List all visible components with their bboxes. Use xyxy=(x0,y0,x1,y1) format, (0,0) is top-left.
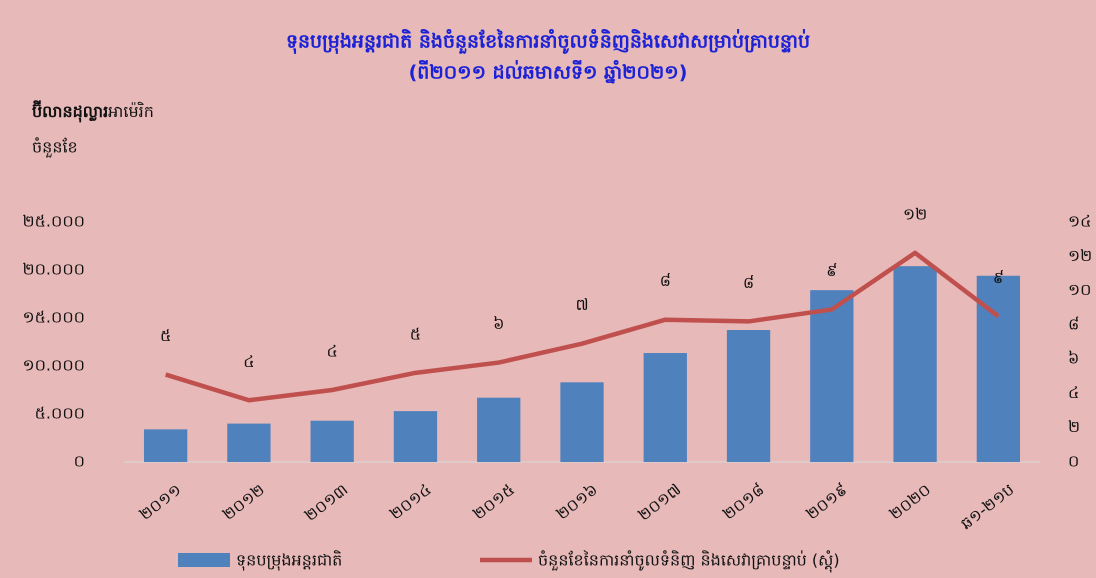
bar xyxy=(477,397,521,462)
line xyxy=(164,250,1000,403)
y-axis-label-bold: ប៊ីលានដុល្លារ xyxy=(32,100,108,123)
bar xyxy=(143,429,188,462)
x-tick-label: ២០១១ xyxy=(136,480,185,524)
data-label: ១២ xyxy=(903,204,927,223)
y2-tick-label: ៦ xyxy=(1068,349,1079,368)
y-tick-label: ២០.០០០ xyxy=(22,260,85,279)
bar xyxy=(310,420,354,462)
legend-label: ទុនបម្រុងអន្តរជាតិ xyxy=(236,550,342,572)
y-tick-label: ០ xyxy=(74,452,85,471)
bar xyxy=(227,423,271,462)
x-tick-label: ២០១៦ xyxy=(553,480,602,524)
bar xyxy=(893,266,937,462)
y2-axis-label: ចំនួនខែ xyxy=(32,137,78,159)
y2-tick-label: ៤ xyxy=(1068,383,1079,402)
y2-tick-label: ៨ xyxy=(1068,314,1079,333)
y-axis-label-unit: អាម៉េរិក xyxy=(108,101,154,121)
legend-label: ចំនួនខែនៃការនាំចូលទំនិញ និងសេវាគ្រាបន្ទា… xyxy=(538,550,840,574)
data-label: ៩ xyxy=(826,261,837,280)
chart-subtitle: (ពី២០១១ ដល់ឆមាសទី១ ឆ្នាំ២០២១) xyxy=(409,60,688,84)
data-label: ៤ xyxy=(243,352,254,371)
data-label: ៩ xyxy=(993,268,1004,287)
data-label: ៨ xyxy=(660,271,671,290)
data-label: ៤ xyxy=(327,342,338,361)
y2-tick-label: ០ xyxy=(1068,452,1079,471)
y2-tick-label: ១៤ xyxy=(1068,212,1091,231)
data-label: ៨ xyxy=(743,273,754,292)
y-axis-label: ប៊ីលានដុល្លារអាម៉េរិក xyxy=(32,100,154,123)
data-label: ៧ xyxy=(575,295,588,314)
bar xyxy=(393,411,438,462)
chart-title: ទុនបម្រុងអន្តរជាតិ និងចំនួនខែនៃការនាំចូល… xyxy=(286,29,810,55)
x-tick-label: ២០១៤ xyxy=(386,480,435,524)
x-tick-label: ២០១៨ xyxy=(719,480,768,524)
x-tick-label: ឆ១-២១ប xyxy=(957,480,1018,533)
legend-swatch xyxy=(178,553,230,567)
bar xyxy=(560,382,604,462)
x-tick-label: ២០១៧ xyxy=(634,480,684,525)
data-label: ៦ xyxy=(493,314,504,333)
data-label: ៥ xyxy=(410,324,421,343)
y2-tick-label: ១០ xyxy=(1068,280,1091,299)
x-tick-label: ២០១៥ xyxy=(469,480,518,524)
y2-tick-label: ២ xyxy=(1068,417,1080,436)
y2-tick-label: ១២ xyxy=(1068,246,1092,265)
bar xyxy=(643,353,687,462)
x-tick-label: ២០១៩ xyxy=(802,480,851,524)
y-tick-label: ១៥.០០០ xyxy=(22,308,85,327)
x-tick-label: ២០១៣ xyxy=(301,480,351,525)
bar xyxy=(810,290,854,462)
y-tick-label: ២៥.០០០ xyxy=(22,212,85,231)
data-label: ៥ xyxy=(160,326,171,345)
y-tick-label: ៥.០០០ xyxy=(35,404,85,423)
bar xyxy=(726,330,771,462)
x-tick-label: ២០១២ xyxy=(219,480,268,524)
x-tick-label: ២០២០ xyxy=(886,480,935,524)
y-tick-label: ១០.០០០ xyxy=(22,356,85,375)
